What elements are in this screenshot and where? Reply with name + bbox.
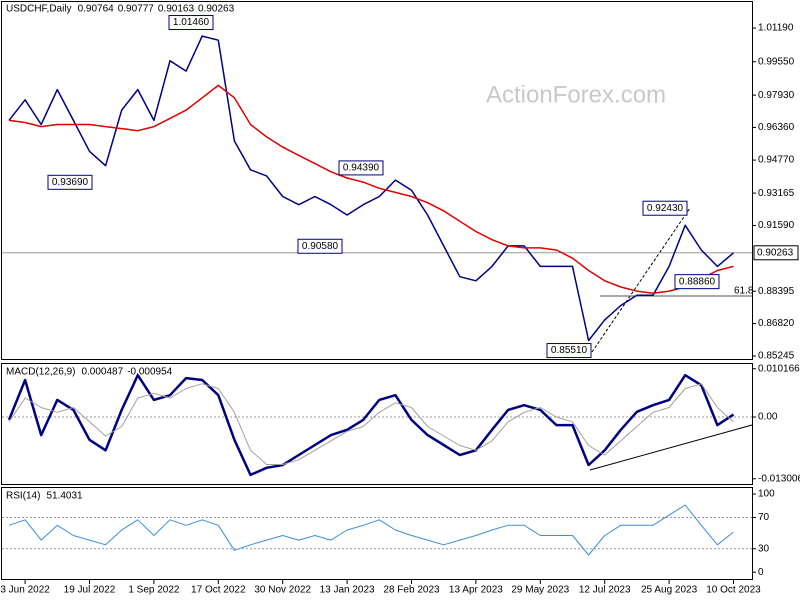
header-value: -0.000954 [127, 367, 172, 378]
y-tick-label: 0.94770 [758, 155, 795, 166]
y-tick-label: 0.97930 [758, 90, 795, 101]
annotation-label: 0.93690 [52, 177, 89, 188]
annotation-label: 0.90580 [302, 241, 339, 252]
annotation-box [546, 343, 592, 359]
y-tick-label: 0.88395 [758, 286, 795, 297]
panel-title: USDCHF,Daily [6, 4, 72, 15]
y-tick-label: 0.86820 [758, 318, 795, 329]
trendline [591, 207, 691, 353]
x-tick-label: 19 Jul 2022 [64, 585, 116, 596]
x-tick-label: 13 Apr 2023 [449, 585, 503, 596]
x-tick-label: 12 Jul 2023 [579, 585, 631, 596]
panel-title: MACD(12,26,9) [6, 367, 75, 378]
y-tick-label: -0.013006 [758, 473, 800, 484]
y-tick-label: 0 [758, 567, 764, 578]
y-tick-label: 70 [758, 512, 770, 523]
annotation-label: 0.85510 [551, 345, 588, 356]
y-tick-label: 100 [758, 489, 775, 500]
y-tick-label: 30 [758, 543, 770, 554]
annotation-label: 0.92430 [647, 203, 684, 214]
series-line [8, 504, 734, 556]
x-tick-label: 10 Oct 2023 [706, 585, 761, 596]
watermark: ActionForex.com [486, 81, 666, 108]
x-tick-label: 30 Nov 2022 [254, 585, 311, 596]
header-value: 0.90163 [158, 4, 195, 15]
series-line [8, 383, 734, 465]
annotation-label: 1.01460 [173, 17, 210, 28]
price-frame [1, 1, 753, 360]
fib-label: 61.8 [734, 286, 754, 297]
header-value: 0.90777 [118, 4, 155, 15]
header-value: 0.90764 [78, 4, 115, 15]
x-tick-label: 25 Aug 2023 [641, 585, 698, 596]
rsi-frame [1, 487, 753, 580]
series-line [8, 35, 734, 342]
last-price-box [753, 245, 799, 261]
y-tick-label: 0.99550 [758, 56, 795, 67]
header-value: 51.4031 [46, 491, 83, 502]
header-value: 0.90263 [198, 4, 235, 15]
annotation-label: 0.88860 [679, 276, 716, 287]
x-tick-label: 17 Oct 2022 [191, 585, 246, 596]
y-tick-label: 1.01190 [758, 23, 794, 34]
annotation-box [642, 200, 688, 216]
macd-trendline [589, 424, 753, 471]
y-tick-label: 0.96360 [758, 122, 795, 133]
y-tick-label: 0.91590 [758, 220, 795, 231]
annotation-label: 0.94390 [343, 163, 380, 174]
x-tick-label: 1 Sep 2022 [128, 585, 180, 596]
x-tick-label: 28 Feb 2023 [383, 585, 440, 596]
last-price-label: 0.90263 [757, 247, 794, 258]
y-tick-label: 0.93165 [758, 188, 795, 199]
panel-title: RSI(14) [6, 491, 40, 502]
series-line [8, 84, 734, 294]
header-value: 0.000487 [81, 367, 123, 378]
macd-frame [1, 363, 753, 485]
annotation-box [338, 160, 384, 176]
y-tick-label: 0.00 [758, 412, 778, 423]
annotation-box [47, 174, 93, 190]
annotation-box [297, 238, 343, 254]
y-tick-label: 0.85245 [758, 351, 795, 362]
x-tick-label: 3 Jun 2022 [0, 585, 50, 596]
series-line [7, 373, 735, 477]
annotation-box [674, 274, 720, 290]
x-tick-label: 13 Jan 2023 [320, 585, 375, 596]
x-tick-label: 29 May 2023 [511, 585, 569, 596]
y-tick-label: 0.010166 [758, 363, 800, 374]
annotation-box [168, 15, 214, 31]
